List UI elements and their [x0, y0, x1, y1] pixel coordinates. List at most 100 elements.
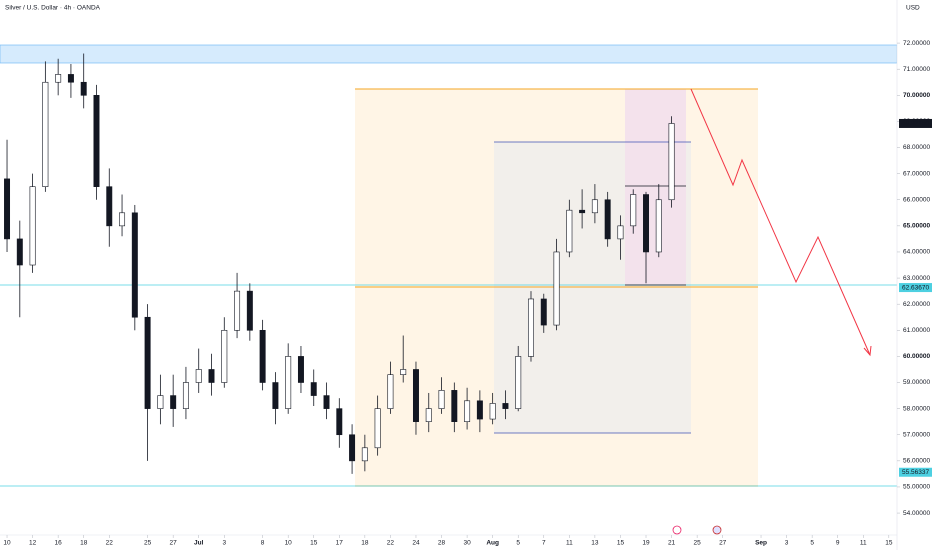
candle-body: [400, 369, 407, 375]
candle-body: [553, 251, 560, 326]
x-tick-label: 16: [55, 540, 63, 547]
y-tick-label: 59.00000: [903, 379, 930, 386]
x-tick-label: 8: [261, 540, 265, 547]
x-tick-label: Aug: [486, 540, 499, 547]
x-tick-label: 27: [170, 540, 178, 547]
candle-body: [29, 186, 36, 266]
x-tick-label: 22: [106, 540, 114, 547]
candle-body: [272, 382, 279, 409]
candle-body: [387, 374, 394, 409]
candle-body: [55, 74, 62, 83]
candle-body: [412, 369, 419, 422]
y-tick-label: 64.00000: [903, 249, 930, 256]
x-tick-label: 21: [668, 540, 676, 547]
candle-body: [42, 81, 49, 187]
y-tick-label: 61.00000: [903, 327, 930, 334]
candle-body: [246, 290, 253, 331]
x-tick-label: 25: [144, 540, 152, 547]
price-label: 68.92150: [902, 120, 929, 127]
x-tick-label: 7: [542, 540, 546, 547]
axes: 54.00000 55.00000 56.00000 57.00000 58.00000…: [3, 40, 932, 547]
time-axis: [0, 535, 932, 550]
candle-body: [208, 369, 215, 383]
event-icon[interactable]: [672, 525, 682, 535]
y-tick-label: 57.00000: [903, 431, 930, 438]
projection-arrow: [690, 88, 871, 356]
candle-body: [464, 400, 471, 422]
x-tick-label: 27: [719, 540, 727, 547]
candle-body: [349, 434, 356, 462]
candle-body: [476, 400, 483, 420]
candle-body: [540, 298, 547, 326]
candle-body: [617, 225, 624, 240]
candle-body: [425, 408, 432, 422]
candle-body: [579, 209, 586, 214]
x-tick-label: 18: [361, 540, 369, 547]
candle-body: [361, 447, 368, 462]
y-tick-label: 66.00000: [903, 196, 930, 203]
y-tick-label: 71.00000: [903, 66, 930, 73]
x-tick-label: 11: [860, 540, 867, 547]
y-tick-label: 56.00000: [903, 458, 930, 465]
x-tick-label: 9: [836, 540, 840, 547]
y-tick-label: 65.00000: [903, 223, 930, 230]
candle-body: [170, 395, 177, 409]
candle-body: [93, 95, 100, 187]
candles: [4, 53, 675, 474]
candle-body: [259, 329, 266, 383]
y-tick-label: 63.00000: [903, 275, 930, 282]
x-tick-label: 12: [29, 540, 37, 547]
candle-body: [67, 74, 74, 83]
x-tick-label: Jul: [194, 540, 204, 547]
x-tick-label: 22: [387, 540, 395, 547]
candle-body: [374, 408, 381, 449]
supply-zone: [0, 44, 898, 64]
y-tick-label: 68.00000: [903, 144, 930, 151]
price-axis: [897, 0, 932, 550]
candle-body: [668, 123, 675, 201]
x-tick-label: 30: [463, 540, 471, 547]
candle-body: [451, 390, 458, 422]
x-tick-label: 10: [3, 540, 11, 547]
y-tick-label: 67.00000: [903, 170, 930, 177]
candle-body: [591, 199, 598, 214]
candle-body: [80, 81, 87, 96]
candle-body: [285, 356, 292, 409]
candle-body: [323, 395, 330, 409]
candle-body: [119, 212, 126, 227]
y-tick-label: 62.00000: [903, 301, 930, 308]
candle-body: [604, 199, 611, 240]
x-tick-label: 3: [222, 540, 226, 547]
x-tick-label: 11: [566, 540, 573, 547]
x-tick-label: 5: [810, 540, 814, 547]
x-tick-label: 15: [310, 540, 318, 547]
candle-body: [4, 178, 11, 240]
candle-body: [655, 199, 662, 253]
x-tick-label: 19: [642, 540, 650, 547]
x-tick-label: 24: [412, 540, 420, 547]
chart-title: Silver / U.S. Dollar · 4h · OANDA: [5, 5, 101, 12]
x-tick-label: 13: [591, 540, 599, 547]
candle-body: [195, 369, 202, 383]
arrow-head: [863, 345, 872, 357]
x-tick-label: 15: [885, 540, 893, 547]
candle-body: [16, 238, 23, 266]
price-label-bg: [899, 118, 932, 128]
candle-body: [234, 290, 241, 331]
candle-body: [438, 390, 445, 409]
x-tick-label: 15: [617, 540, 625, 547]
candle-body: [297, 356, 304, 383]
candle-body: [131, 212, 138, 318]
candle-body: [515, 356, 522, 409]
candle-body: [528, 298, 534, 357]
candle-body: [336, 408, 343, 436]
y-tick-label: 55.00000: [903, 484, 930, 491]
flag-icon[interactable]: [712, 525, 722, 535]
price-label-bg: [899, 283, 932, 293]
candle-body: [182, 382, 189, 409]
candle-body: [106, 186, 113, 227]
candle-body: [310, 382, 317, 396]
candle-body: [502, 403, 509, 409]
pink-box: [625, 89, 686, 285]
